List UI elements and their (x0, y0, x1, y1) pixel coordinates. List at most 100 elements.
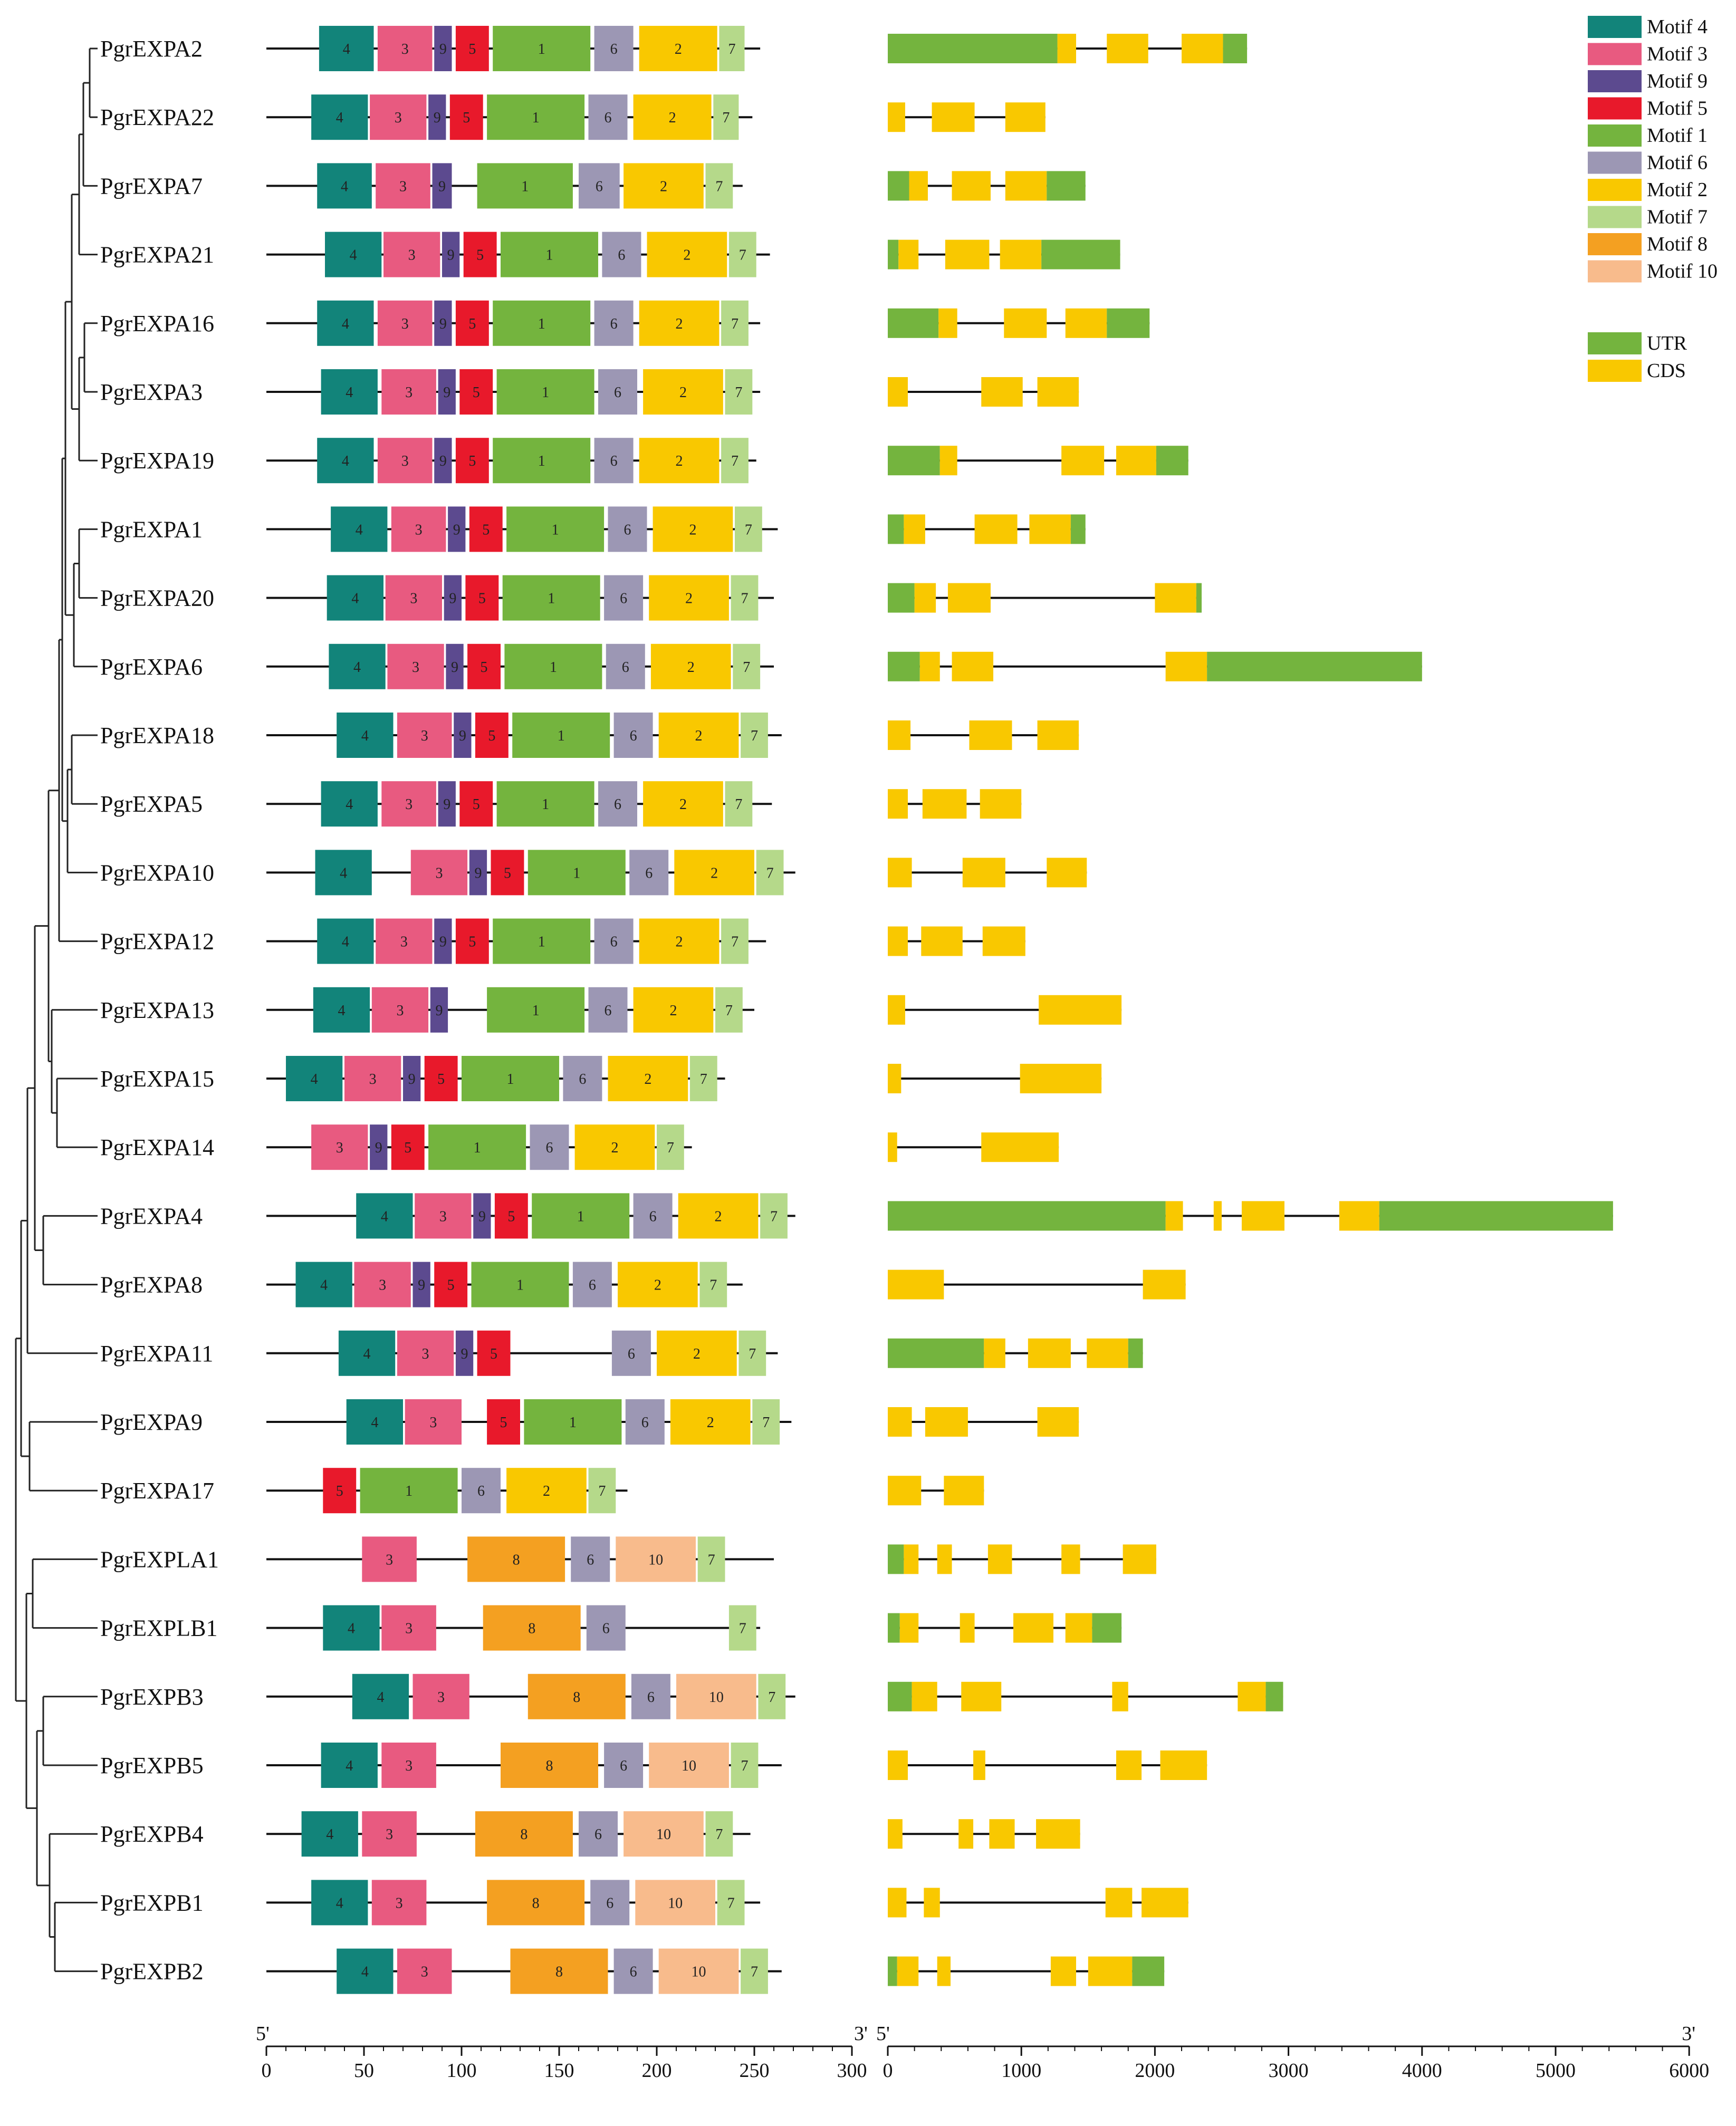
motif-row: 4 3 9 5 1 6 2 7 (266, 1193, 795, 1239)
motif-number: 8 (532, 1895, 540, 1911)
cds-segment (1105, 1888, 1133, 1918)
motif-7-box (721, 438, 749, 484)
motif-number: 6 (618, 247, 625, 264)
structure-row (888, 1956, 1165, 1986)
motif-2-box (639, 26, 717, 71)
motif-row: 4 3 9 5 1 6 2 7 (266, 232, 770, 277)
gene-name-label: PgrEXPA11 (100, 1341, 213, 1367)
motif-number: 4 (342, 316, 349, 332)
motif-5-box (455, 300, 489, 346)
motif-row: 4 3 9 5 1 6 2 7 (266, 438, 756, 484)
motif-number: 7 (751, 1964, 758, 1980)
motif-7-box (733, 643, 761, 689)
motif-number: 3 (412, 659, 419, 676)
motif-number: 4 (346, 384, 353, 401)
motif-6-box (598, 369, 637, 415)
motif-number: 3 (421, 728, 428, 744)
cds-segment (961, 1681, 1002, 1711)
motif-number: 10 (668, 1895, 683, 1911)
motif-4-box (317, 163, 372, 209)
motif-number: 2 (669, 1003, 677, 1019)
motif-number: 6 (641, 1415, 649, 1431)
motif-number: 2 (543, 1483, 550, 1499)
motif-number: 7 (727, 1895, 735, 1911)
motif-1-box (496, 369, 594, 415)
cds-segment (1088, 1956, 1133, 1986)
motif-4-box (295, 1262, 352, 1307)
cds-segment (1143, 1269, 1186, 1300)
motif-2-box (674, 850, 754, 896)
motif-number: 5 (473, 796, 480, 813)
motif-1-box (493, 300, 591, 346)
motif-5-box (455, 438, 489, 484)
motif-number: 3 (396, 1003, 404, 1019)
motif-number: 3 (395, 110, 402, 126)
motif-row: 3 9 5 1 6 2 7 (266, 1124, 692, 1170)
motif-6-box (631, 1673, 670, 1719)
motif-number: 6 (647, 1689, 655, 1706)
cds-segment (888, 926, 908, 956)
cds-segment (1241, 1201, 1285, 1231)
motif-number: 1 (532, 1003, 540, 1019)
motif-number: 1 (546, 247, 553, 264)
motif-number: 7 (725, 1003, 733, 1019)
motif-number: 7 (739, 247, 746, 264)
motif-number: 6 (606, 1895, 613, 1911)
cds-segment (937, 1956, 951, 1986)
motif-number: 4 (326, 1826, 333, 1843)
motif-9-box (432, 163, 452, 209)
motif-5-box (475, 713, 509, 758)
protein-axis-start-label: 5' (256, 2023, 270, 2045)
motif-number: 9 (474, 865, 482, 881)
motif-number: 5 (447, 1277, 455, 1294)
motif-number: 9 (435, 1003, 443, 1019)
motif-3-box (415, 1193, 472, 1239)
motif-1-box (428, 1124, 526, 1170)
motif-9-box (442, 232, 460, 277)
gene-name-label: PgrEXPA10 (100, 860, 214, 886)
motif-number: 7 (708, 1552, 715, 1568)
utr-segment (888, 1613, 900, 1643)
motif-9-box (444, 575, 462, 621)
motif-9-box (434, 438, 452, 484)
motif-number: 7 (751, 728, 758, 744)
motif-row: 4 3 9 5 1 6 2 7 (266, 918, 766, 964)
motif-3-box (344, 1056, 401, 1101)
motif-number: 4 (353, 659, 361, 676)
motif-number: 5 (478, 591, 486, 607)
motif-7-box (760, 1193, 788, 1239)
motif-1-box (360, 1468, 458, 1514)
cds-segment (945, 239, 990, 270)
motif-2-box (658, 713, 739, 758)
motif-number: 5 (468, 453, 476, 469)
structure-row (888, 1132, 1059, 1162)
motif-number: 4 (381, 1208, 388, 1225)
gene-axis-start-label: 5' (876, 2023, 890, 2045)
motif-6-box (530, 1124, 569, 1170)
motif-number: 7 (766, 865, 774, 881)
motif-6-box (606, 643, 645, 689)
motif-number: 5 (437, 1071, 445, 1088)
cds-segment (952, 171, 991, 201)
cds-segment (888, 995, 905, 1025)
motif-row: 4 3 8 6 10 7 (266, 1948, 782, 1994)
motif-4-box (317, 918, 374, 964)
motif-6-box (613, 713, 653, 758)
gene-name-label: PgrEXPA15 (100, 1066, 214, 1092)
motif-number: 6 (630, 728, 637, 744)
motif-number: 1 (532, 110, 540, 126)
cds-segment (989, 1819, 1015, 1849)
legend-swatch-motif-6 (1588, 151, 1642, 174)
cds-segment (1107, 34, 1148, 63)
motif-number: 6 (614, 384, 621, 401)
motif-number: 5 (490, 1346, 497, 1362)
motif-number: 5 (507, 1208, 515, 1225)
motif-7-box (715, 987, 743, 1033)
motif-number: 1 (548, 591, 555, 607)
motif-4-box (301, 1811, 358, 1857)
protein-axis-tick-label: 300 (837, 2060, 867, 2082)
motif-6-box (602, 232, 641, 277)
motif-number: 6 (589, 1277, 596, 1294)
structure-row (888, 789, 1022, 819)
motif-number: 1 (552, 522, 559, 538)
